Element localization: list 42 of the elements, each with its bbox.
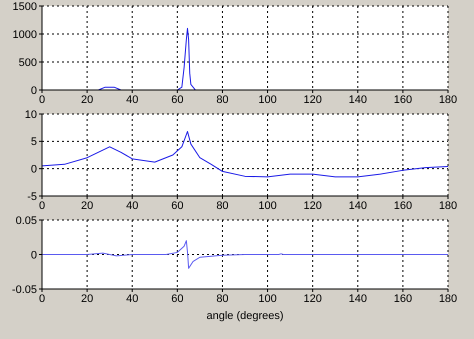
y-tick-label: -5 <box>27 190 37 203</box>
x-tick-label: 40 <box>126 200 138 212</box>
x-tick-label: 20 <box>80 94 94 106</box>
x-axis-title: angle (degrees) <box>206 310 284 322</box>
x-tick-label: 0 <box>38 200 46 212</box>
x-tick-label: 80 <box>216 200 229 212</box>
x-tick-label: 80 <box>216 292 229 305</box>
x-tick-label: 0 <box>38 94 46 106</box>
y-tick-label: 10 <box>24 108 37 121</box>
x-tick-label: 140 <box>348 94 367 106</box>
x-tick-label: 120 <box>303 94 322 106</box>
x-tick-label: 160 <box>394 94 412 106</box>
y-tick-label: 5 <box>30 136 37 148</box>
x-tick-label: 60 <box>171 200 184 212</box>
x-tick-label: 80 <box>216 94 229 106</box>
x-tick-label: 140 <box>348 200 367 212</box>
y-tick-label: 1000 <box>12 28 37 41</box>
y-tick-label: -0.05 <box>12 284 37 296</box>
x-tick-label: 40 <box>126 292 138 305</box>
x-tick-label: 160 <box>394 292 412 305</box>
x-tick-label: 180 <box>438 200 458 212</box>
x-tick-label: 180 <box>438 292 458 305</box>
x-tick-label: 140 <box>348 292 367 305</box>
x-tick-label: 100 <box>258 200 277 212</box>
y-tick-label: 0 <box>30 164 37 176</box>
x-tick-label: 120 <box>303 200 322 212</box>
y-tick-label: 1500 <box>12 0 37 13</box>
y-tick-label: 0 <box>30 84 37 97</box>
x-tick-label: 0 <box>38 292 46 305</box>
x-tick-label: 60 <box>171 94 184 106</box>
x-tick-label: 20 <box>80 200 94 212</box>
x-tick-label: 100 <box>258 292 277 305</box>
x-tick-label: 20 <box>80 292 94 305</box>
x-tick-label: 60 <box>171 292 184 305</box>
x-tick-label: 160 <box>394 200 412 212</box>
y-tick-label: 0 <box>30 249 37 262</box>
x-tick-label: 40 <box>126 94 138 106</box>
y-tick-label: 500 <box>18 56 37 69</box>
x-tick-label: 180 <box>438 94 458 106</box>
x-tick-label: 100 <box>258 94 277 106</box>
y-tick-label: 0.05 <box>16 214 37 227</box>
x-tick-label: 120 <box>303 292 322 305</box>
